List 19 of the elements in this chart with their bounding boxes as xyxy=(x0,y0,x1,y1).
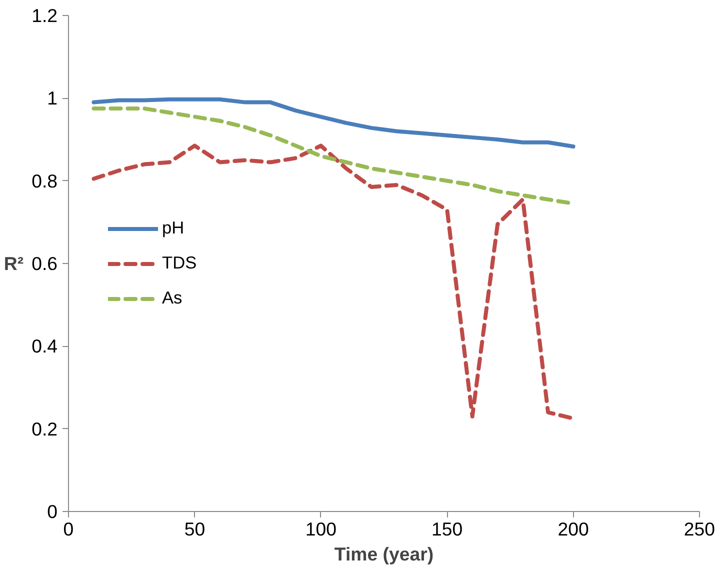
y-tick-label: 0.6 xyxy=(32,253,58,274)
x-axis-title: Time (year) xyxy=(334,544,434,564)
y-tick-label: 0.4 xyxy=(32,336,58,357)
x-tick-label: 250 xyxy=(684,518,716,540)
y-tick-label: 1 xyxy=(47,88,58,109)
y-tick-label: 1.2 xyxy=(32,5,58,26)
legend-label: TDS xyxy=(162,252,197,274)
x-tick-label: 0 xyxy=(63,518,74,540)
legend-label: As xyxy=(162,288,182,308)
x-tick-label: 150 xyxy=(432,518,463,540)
line-series xyxy=(92,97,576,149)
x-tick-label: 50 xyxy=(184,518,206,540)
y-tick-label: 0.2 xyxy=(32,418,58,440)
x-tick-label: 100 xyxy=(305,518,336,540)
y-tick-label: 0 xyxy=(47,501,58,522)
legend-label: pH xyxy=(162,218,184,238)
x-tick-label: 200 xyxy=(558,518,589,540)
y-tick-label: 0.8 xyxy=(32,170,58,192)
y-axis-title: R² xyxy=(4,253,24,274)
